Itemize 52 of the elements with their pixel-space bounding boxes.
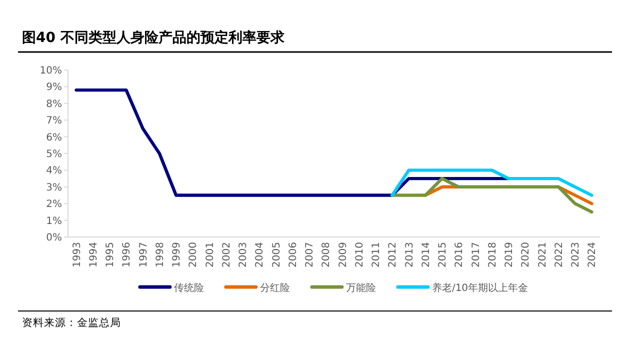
x-tick-label: 2020 xyxy=(520,242,532,268)
x-tick-label: 2024 xyxy=(587,242,598,268)
x-tick-label: 1998 xyxy=(154,242,166,268)
x-tick-label: 2000 xyxy=(188,242,200,268)
x-tick-label: 2008 xyxy=(321,242,332,268)
x-tick-label: 2014 xyxy=(420,242,432,268)
x-tick-label: 2017 xyxy=(470,242,482,268)
x-tick-label: 1999 xyxy=(172,242,183,268)
x-tick-label: 2022 xyxy=(554,242,565,268)
y-tick-label: 10% xyxy=(40,66,62,76)
y-tick-label: 8% xyxy=(46,98,62,110)
y-tick-label: 0% xyxy=(46,232,62,244)
x-tick-label: 2019 xyxy=(504,242,516,268)
x-tick-label: 2016 xyxy=(454,242,466,268)
x-tick-label: 2006 xyxy=(288,242,299,268)
y-tick-label: 6% xyxy=(46,132,62,144)
x-tick-label: 2018 xyxy=(487,242,498,268)
line-series xyxy=(390,168,594,197)
x-tick-label: 2021 xyxy=(537,242,548,268)
x-tick-label: 1996 xyxy=(122,242,133,268)
x-tick-label: 1994 xyxy=(88,242,100,268)
x-tick-label: 2007 xyxy=(304,242,316,268)
chart-title: 图40 不同类型人身险产品的预定利率要求 xyxy=(22,29,286,46)
x-tick-label: 2002 xyxy=(221,242,232,268)
y-tick-label: 5% xyxy=(46,149,62,160)
x-tick-label: 2004 xyxy=(254,242,266,268)
x-tick-label: 2005 xyxy=(271,242,282,268)
x-tick-label: 2010 xyxy=(354,242,366,268)
x-tick-label: 1993 xyxy=(72,242,83,268)
x-tick-label: 2012 xyxy=(388,242,399,268)
x-tick-label: 2001 xyxy=(204,242,216,268)
x-tick-label: 2015 xyxy=(438,242,449,268)
x-tick-label: 2023 xyxy=(570,242,582,268)
y-tick-label: 1% xyxy=(46,216,62,227)
y-tick-label: 2% xyxy=(46,199,62,210)
x-tick-label: 2013 xyxy=(404,242,416,268)
legend-label: 传统险 xyxy=(174,282,204,294)
legend-label: 养老/10年期以上年金 xyxy=(432,282,528,294)
x-tick-label: 2009 xyxy=(338,242,349,268)
line-series xyxy=(74,88,510,197)
legend-label: 分红险 xyxy=(260,282,290,294)
line-series xyxy=(390,176,594,214)
y-tick-label: 7% xyxy=(46,116,62,127)
x-tick-label: 1997 xyxy=(138,242,150,268)
text: 资料来源：金监总局 xyxy=(22,316,121,329)
x-tick-label: 2011 xyxy=(371,242,382,268)
legend-label: 万能险 xyxy=(346,282,376,294)
x-tick-label: 1995 xyxy=(105,242,116,268)
y-tick-label: 3% xyxy=(46,182,62,194)
y-tick-label: 4% xyxy=(46,166,62,177)
y-tick-label: 9% xyxy=(46,82,62,94)
x-tick-label: 2003 xyxy=(238,242,250,268)
